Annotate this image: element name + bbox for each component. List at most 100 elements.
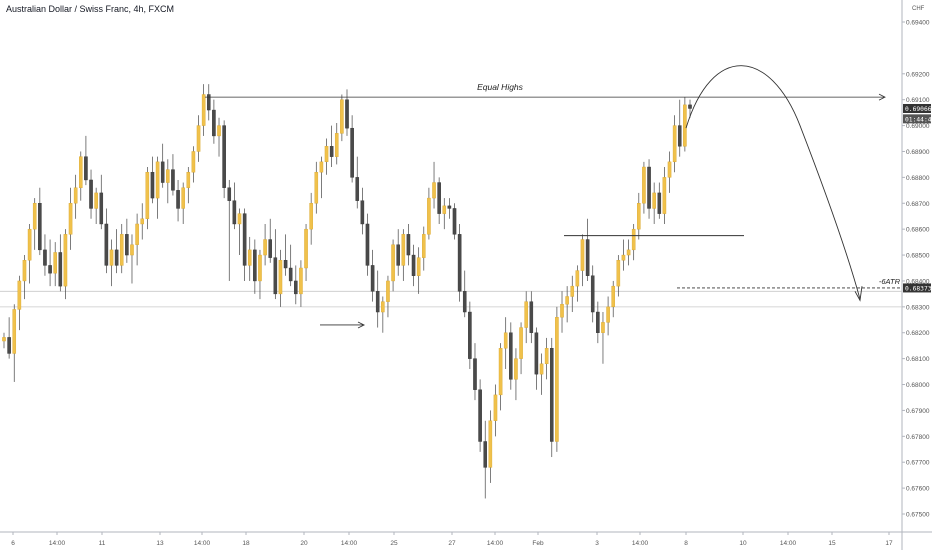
candle-body [242,213,247,266]
candle-body [596,311,600,333]
y-tick-label: 0.68700 [906,201,930,208]
chart-title: Australian Dollar / Swiss Franc, 4h, FXC… [6,4,175,14]
candle-body [217,125,221,137]
x-tick-label: 14:00 [49,540,66,547]
last-price-tag: 0.69066 [905,106,932,113]
candle-body [365,223,370,266]
candle-body [17,280,22,310]
candle-body [206,94,211,111]
candle-body [452,208,457,235]
candle-body [631,228,636,251]
candle-body [529,301,534,333]
candle-body [12,309,17,354]
candle-body [2,337,6,342]
candle-body [130,244,134,256]
candle-body [422,234,426,258]
x-tick-label: 20 [300,540,308,547]
candle-body [575,270,580,287]
y-tick-label: 0.68000 [906,382,930,389]
candle-body [606,306,610,323]
candle-body [181,187,185,209]
candle-body [7,337,11,354]
candle-body [427,197,431,235]
candle-body [621,254,626,261]
candle-body [585,239,590,276]
candle-body [114,249,119,266]
candle-body [432,182,436,199]
candle-body [560,304,564,318]
candle-body [391,244,395,282]
candle-body [570,285,575,297]
candle-body [53,252,57,274]
projection-arrowhead [854,286,863,302]
candle-body [329,146,334,157]
candle-body [212,109,216,137]
candle-body [375,291,380,313]
y-tick-label: 0.68400 [906,278,930,285]
candle-body [370,265,375,292]
candle-body [89,179,93,209]
atr-price-tag-bg [903,283,931,293]
candle-body [79,156,83,188]
candle-body [160,161,165,183]
candle-body [140,218,145,225]
candle-body [247,249,252,266]
candle-body [258,254,262,282]
last-price-tag-bg [903,103,931,113]
y-tick-label: 0.68100 [906,356,930,363]
candle-body [227,187,232,201]
candle-body [483,441,488,468]
candle-body [616,260,621,287]
projection-path [685,65,861,300]
candle-body [22,260,27,282]
y-tick-label: 0.67600 [906,486,930,493]
candle-body [253,249,257,282]
x-tick-label: 15 [828,540,836,547]
x-tick-label: 8 [684,540,688,547]
candle-body [580,239,585,271]
candle-body [166,169,170,183]
candle-body [514,358,518,380]
candle-body [119,234,124,266]
atr-label: -6ATR [879,277,901,286]
y-tick-label: 0.68900 [906,149,930,156]
candle-body [688,104,692,109]
x-tick-label: 14:00 [194,540,211,547]
candle-body [283,260,288,269]
candle-body [273,257,278,295]
candle-body [263,239,267,256]
candle-body [150,171,155,199]
candle-body [386,280,390,302]
candle-body [304,228,308,269]
candle-body [396,244,400,266]
y-tick-label: 0.68300 [906,304,930,311]
candle-body [309,203,313,230]
x-tick-label: 25 [390,540,398,547]
candle-body [268,239,272,258]
candle-body [657,192,662,214]
candle-body [186,171,191,188]
candle-body [84,156,88,181]
x-tick-label: 18 [242,540,250,547]
candle-body [73,187,78,204]
candle-body [662,177,667,214]
x-tick-label: 14:00 [341,540,358,547]
x-tick-label: 13 [156,540,164,547]
candle-body [94,192,98,209]
candle-body [155,161,160,199]
candle-body [555,317,559,442]
candle-body [324,146,329,163]
x-tick-label: 3 [595,540,599,547]
candle-body [288,267,293,282]
candle-body [99,192,104,225]
x-tick-label: 6 [11,540,15,547]
candle-body [549,348,554,442]
candle-body [672,125,677,163]
candle-body [462,291,467,313]
x-tick-label: 17 [885,540,893,547]
x-tick-label: Feb [532,540,544,547]
candle-body [442,205,447,214]
candle-body [503,332,508,349]
y-tick-label: 0.68500 [906,253,930,260]
